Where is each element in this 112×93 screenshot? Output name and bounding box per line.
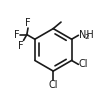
Text: F: F (14, 30, 20, 40)
Text: NH: NH (79, 30, 94, 40)
Text: Cl: Cl (48, 80, 58, 90)
Text: Cl: Cl (79, 59, 88, 69)
Text: F: F (25, 17, 31, 28)
Text: 2: 2 (84, 34, 89, 40)
Text: F: F (18, 41, 23, 51)
